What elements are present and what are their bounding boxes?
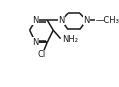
Text: —CH₃: —CH₃: [95, 16, 119, 25]
Text: N: N: [58, 16, 64, 25]
Text: Cl: Cl: [37, 50, 46, 59]
Text: N: N: [32, 38, 39, 47]
Text: N: N: [32, 16, 39, 25]
Text: N: N: [83, 16, 90, 25]
Text: NH₂: NH₂: [62, 35, 78, 44]
